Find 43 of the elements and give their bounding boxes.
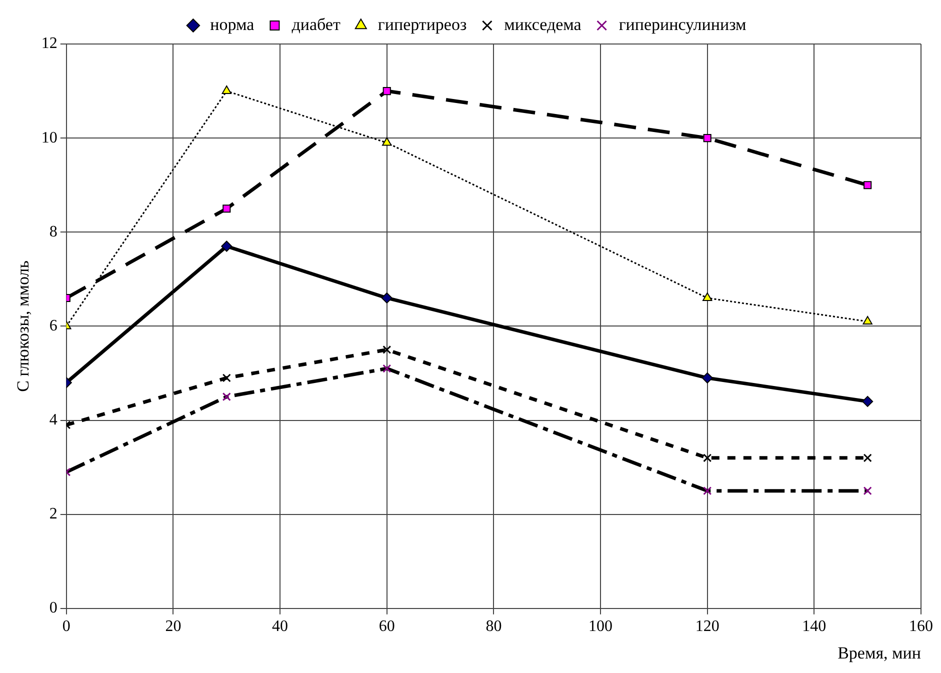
y-tick-label: 2 [49, 506, 58, 523]
point [222, 86, 232, 94]
point [863, 454, 872, 462]
point [862, 316, 872, 324]
x-tick-label: 80 [486, 618, 502, 636]
point [703, 134, 712, 142]
point [864, 181, 872, 190]
y-axis-title: С глюкозы, ммоль [14, 260, 33, 392]
point [382, 364, 392, 373]
point [382, 137, 392, 146]
x-axis-title: Время, мин [838, 643, 921, 662]
point [702, 372, 713, 384]
point [382, 345, 392, 354]
legend-label: норма [210, 14, 255, 34]
point [862, 396, 874, 407]
point [382, 87, 391, 96]
point [221, 240, 232, 252]
point [381, 292, 392, 304]
x-tick-label: 0 [62, 618, 70, 636]
y-tick-label: 10 [41, 129, 58, 146]
point [702, 292, 712, 301]
x-tick-label: 160 [909, 618, 933, 636]
legend-label: микседема [504, 14, 582, 34]
x-tick-label: 20 [165, 618, 182, 636]
point [863, 486, 872, 496]
point [222, 204, 231, 213]
legend-label: диабет [292, 14, 341, 34]
point [222, 374, 231, 382]
y-tick-label: 6 [49, 317, 58, 334]
point [222, 392, 231, 402]
x-tick-label: 120 [695, 618, 720, 636]
x-tick-label: 40 [272, 618, 288, 636]
point [703, 454, 712, 462]
legend-label: гиперинсулинизм [618, 14, 747, 34]
x-tick-label: 140 [802, 618, 826, 636]
x-tick-label: 100 [588, 618, 613, 636]
x-tick-label: 60 [378, 618, 395, 636]
point [703, 486, 712, 496]
y-tick-label: 12 [41, 35, 58, 52]
y-tick-label: 8 [49, 223, 58, 240]
y-tick-label: 4 [49, 411, 58, 428]
y-tick-label: 0 [49, 600, 58, 617]
legend-label: гипертиреоз [378, 14, 467, 34]
